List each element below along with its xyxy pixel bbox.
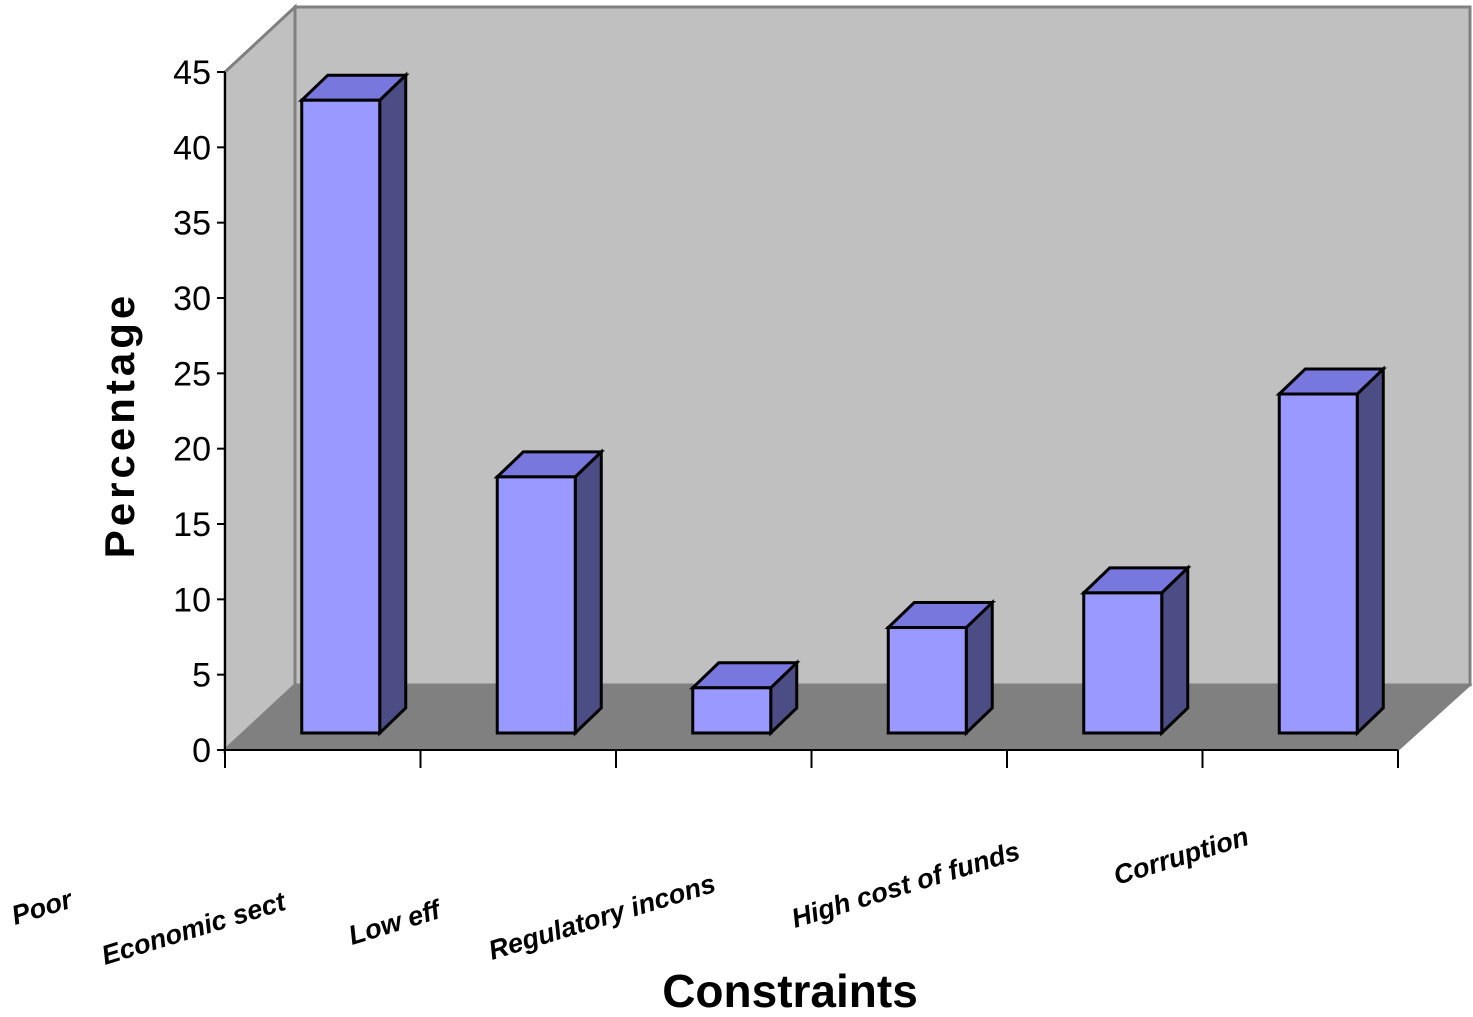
y-tick-label: 30	[173, 280, 211, 318]
bar-front	[300, 98, 382, 735]
chart-side-wall	[223, 3, 297, 754]
y-tick-label: 20	[173, 431, 211, 469]
bar-front	[495, 475, 577, 735]
x-category-label: Regulatory incons	[485, 868, 719, 966]
bar-front	[1082, 591, 1164, 735]
y-tick-label: 25	[173, 355, 211, 393]
bar	[493, 448, 605, 737]
x-category-label: Corruption	[1110, 821, 1252, 890]
bars	[298, 71, 1387, 737]
y-axis-title: Percentage	[96, 292, 143, 558]
y-tick-label: 0	[192, 732, 211, 770]
bar	[1275, 365, 1387, 737]
x-category-label: Low eff	[345, 894, 447, 951]
y-tick-label: 15	[173, 506, 211, 544]
bar	[689, 659, 801, 737]
x-category-label: Poor	[8, 884, 77, 931]
bar-side	[378, 71, 408, 737]
bar-front	[1277, 392, 1359, 735]
y-tick-label: 40	[173, 129, 211, 167]
bar-side	[1160, 564, 1190, 737]
x-category-labels: Poor Economic sect Low eff Regulatory incon…	[8, 821, 1252, 970]
y-tick-label: 10	[173, 581, 211, 619]
x-category-label: Economic sect	[98, 886, 290, 971]
bar-side	[573, 448, 603, 737]
bar	[1080, 564, 1192, 737]
y-tick-label: 5	[192, 657, 211, 695]
x-category-label: High cost of funds	[788, 836, 1023, 934]
bar-front	[886, 626, 968, 735]
bar-front	[691, 686, 773, 735]
axes	[217, 71, 1399, 768]
bar	[298, 71, 410, 737]
bar-side	[1355, 365, 1385, 737]
bar	[884, 599, 996, 737]
y-tick-label: 35	[173, 205, 211, 243]
x-axis-title: Constraints	[662, 965, 918, 1017]
y-tick-labels: 0 5 10 15 20 25 30 35 40 45	[173, 54, 211, 770]
y-tick-label: 45	[173, 54, 211, 92]
